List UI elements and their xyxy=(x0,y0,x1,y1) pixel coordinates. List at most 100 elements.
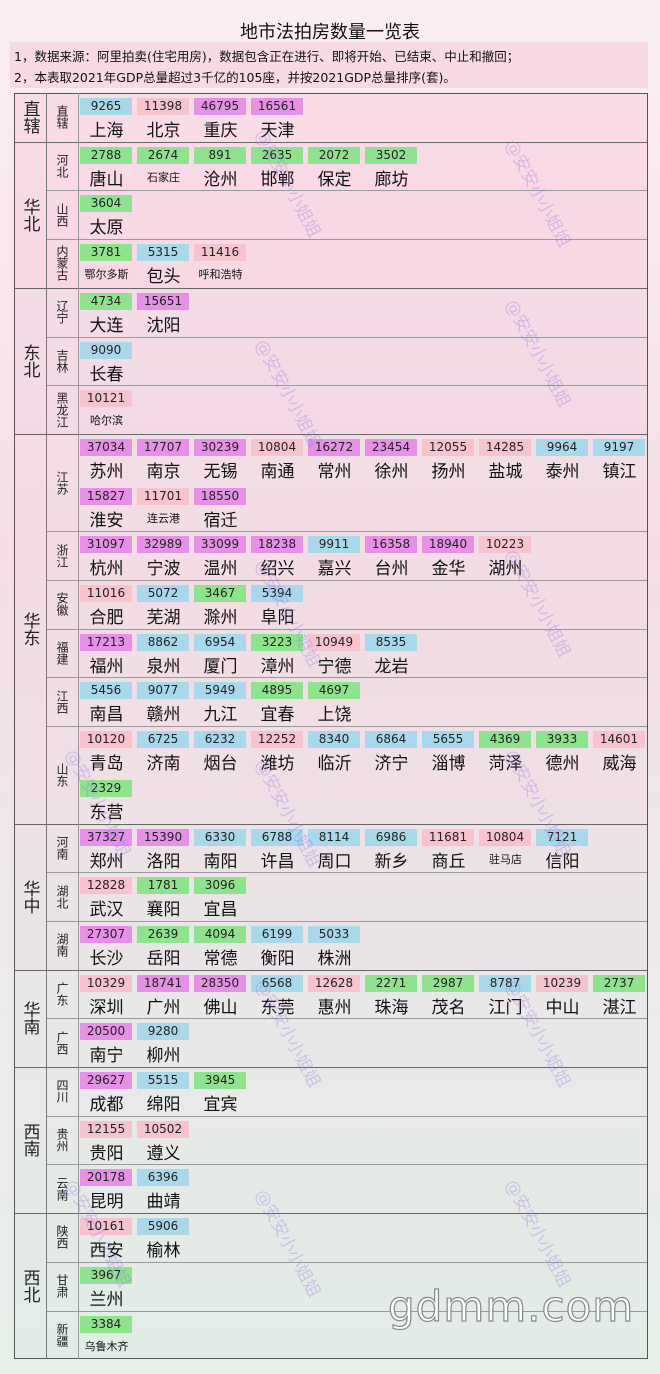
count-box: 4094 xyxy=(194,925,246,943)
count-box: 3933 xyxy=(536,731,588,749)
region-label: 华南 xyxy=(19,1001,40,1036)
city-name: 惠州 xyxy=(317,997,352,1018)
province-label: 福建 xyxy=(55,641,69,666)
city-name: 金华 xyxy=(431,559,466,580)
province-label: 浙江 xyxy=(55,543,69,568)
province-label: 广东 xyxy=(55,981,69,1006)
province-label: 江西 xyxy=(55,689,69,714)
city-name: 宁德 xyxy=(317,656,352,677)
count-box: 17213 xyxy=(80,633,132,651)
count-box: 15827 xyxy=(80,487,132,505)
city-name: 长沙 xyxy=(89,948,124,969)
count-box: 7121 xyxy=(536,828,588,846)
count-box: 10804 xyxy=(251,438,303,456)
city-name: 九江 xyxy=(203,705,238,726)
city-name: 南昌 xyxy=(89,705,124,726)
count-box: 6232 xyxy=(194,731,246,749)
count-box: 5033 xyxy=(308,925,360,943)
province-divider xyxy=(46,1310,648,1312)
city-name: 厦门 xyxy=(203,656,238,677)
count-box: 9265 xyxy=(80,98,132,115)
city-name: 连云港 xyxy=(147,511,180,525)
province-label: 河南 xyxy=(55,835,69,860)
count-box: 10120 xyxy=(80,731,132,749)
city-name: 信阳 xyxy=(545,851,580,872)
count-box: 11016 xyxy=(80,585,132,602)
count-box: 3384 xyxy=(80,1315,132,1333)
city-name: 赣州 xyxy=(146,705,181,726)
city-name: 大连 xyxy=(89,315,124,336)
count-box: 6864 xyxy=(365,731,417,749)
count-box: 16561 xyxy=(251,98,303,115)
city-name: 常州 xyxy=(317,461,352,482)
count-box: 4697 xyxy=(308,682,360,700)
count-box: 1781 xyxy=(137,877,189,895)
count-box: 10329 xyxy=(80,974,132,992)
city-name: 扬州 xyxy=(431,461,466,482)
count-box: 37327 xyxy=(80,828,132,846)
city-name: 龙岩 xyxy=(374,656,409,677)
note: 2，本表取2021年GDP总量超过3千亿的105座，并按2021GDP总量排序(… xyxy=(14,70,456,85)
province-label: 河北 xyxy=(55,154,69,179)
count-box: 46795 xyxy=(194,98,246,115)
province-label: 辽宁 xyxy=(55,300,69,325)
count-box: 18940 xyxy=(422,536,474,554)
region-band xyxy=(14,287,648,434)
province-divider xyxy=(46,726,648,728)
city-name: 武汉 xyxy=(89,900,124,921)
count-box: 16272 xyxy=(308,438,360,456)
region-label: 直辖 xyxy=(19,100,40,135)
city-name: 商丘 xyxy=(431,851,466,872)
city-name: 常德 xyxy=(203,948,238,969)
city-name: 石家庄 xyxy=(147,170,180,184)
count-box: 17707 xyxy=(137,438,189,456)
province-label: 内蒙古 xyxy=(55,245,69,282)
count-box: 5394 xyxy=(251,585,303,602)
city-name: 株洲 xyxy=(317,948,352,969)
province-label: 湖南 xyxy=(55,933,69,958)
count-box: 5456 xyxy=(80,682,132,700)
count-box: 11681 xyxy=(422,828,474,846)
count-box: 8340 xyxy=(308,731,360,749)
count-box: 16358 xyxy=(365,536,417,554)
count-box: 6725 xyxy=(137,731,189,749)
city-name: 潍坊 xyxy=(260,754,295,775)
count-box: 3604 xyxy=(80,195,132,213)
city-name: 苏州 xyxy=(89,461,124,482)
province-label: 贵州 xyxy=(55,1128,69,1153)
city-name: 驻马店 xyxy=(489,852,522,866)
city-name: 贵阳 xyxy=(89,1143,124,1164)
count-box: 5072 xyxy=(137,585,189,602)
count-box: 2788 xyxy=(80,146,132,164)
province-label: 广西 xyxy=(55,1030,69,1055)
count-box: 32989 xyxy=(137,536,189,554)
city-name: 邯郸 xyxy=(260,169,295,190)
city-name: 嘉兴 xyxy=(317,559,352,580)
province-divider xyxy=(46,190,648,192)
count-box: 11398 xyxy=(137,98,189,115)
count-box: 6788 xyxy=(251,828,303,846)
note: 1，数据来源：阿里拍卖(住宅用房)，数据包含正在进行、即将开始、已结束、中止和撤… xyxy=(14,49,520,64)
city-name: 济南 xyxy=(146,754,181,775)
region-label: 西南 xyxy=(19,1123,40,1158)
count-box: 12252 xyxy=(251,731,303,749)
city-name: 曲靖 xyxy=(146,1192,181,1213)
count-box: 6330 xyxy=(194,828,246,846)
city-name: 郑州 xyxy=(89,851,124,872)
province-label: 江苏 xyxy=(55,470,69,495)
city-name: 珠海 xyxy=(374,997,409,1018)
count-box: 8787 xyxy=(479,974,531,992)
province-divider xyxy=(46,920,648,922)
city-name: 德州 xyxy=(545,754,580,775)
count-box: 18550 xyxy=(194,487,246,505)
province-divider xyxy=(46,336,648,338)
count-box: 9077 xyxy=(137,682,189,700)
province-label: 甘肃 xyxy=(55,1274,69,1299)
count-box: 5315 xyxy=(137,244,189,262)
city-name: 南宁 xyxy=(89,1046,124,1067)
count-box: 23454 xyxy=(365,438,417,456)
count-box: 2674 xyxy=(137,146,189,164)
city-name: 茂名 xyxy=(431,997,466,1018)
region-band xyxy=(14,141,648,288)
